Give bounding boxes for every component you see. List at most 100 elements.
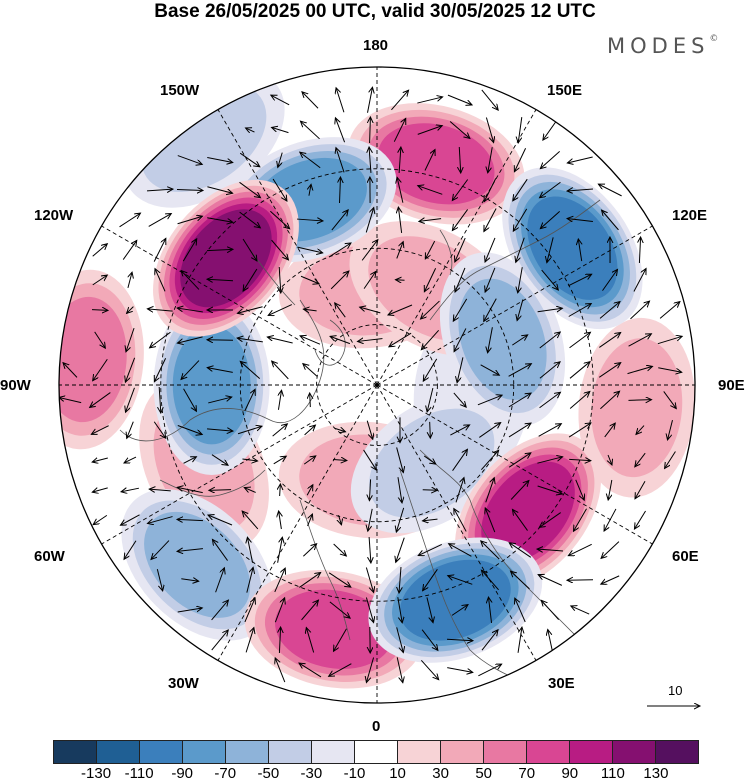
colorbar-cell: [656, 740, 699, 764]
colorbar-cell: [312, 740, 355, 764]
wind-arrow: [480, 450, 498, 471]
colorbar-tick-label: -50: [257, 765, 280, 782]
wind-arrow: [177, 155, 202, 165]
wind-arrow: [181, 271, 200, 290]
wind-arrow: [453, 298, 468, 321]
wind-arrow: [453, 392, 466, 407]
wind-arrow: [508, 453, 531, 468]
wind-arrow: [300, 275, 319, 283]
modes-logo: MODES©: [607, 34, 718, 58]
wind-arrow: [151, 540, 170, 560]
wind-arrow: [485, 478, 494, 503]
colorbar-cell: [269, 740, 312, 764]
graticule: [59, 67, 695, 703]
colorbar-tick-label: 130: [643, 765, 669, 782]
wind-arrow: [481, 541, 500, 560]
wind-arrow: [518, 267, 523, 293]
wind-arrow: [330, 271, 349, 290]
chart-title: Base 26/05/2025 00 UTC, valid 30/05/2025…: [154, 1, 596, 22]
wind-arrow: [207, 429, 233, 431]
wind-arrow: [568, 274, 591, 287]
wind-arrow: [455, 267, 466, 292]
wind-arrow: [508, 423, 531, 438]
wind-arrow: [604, 508, 617, 531]
wind-arrow: [366, 420, 373, 440]
lon-label-60w: 60W: [34, 548, 65, 565]
colorbar-tick-label: -130: [81, 765, 112, 782]
wind-arrow: [242, 459, 257, 461]
wind-arrow: [268, 304, 293, 316]
lon-label-150w: 150W: [160, 82, 200, 99]
wind-arrow: [244, 488, 256, 493]
wind-arrow: [424, 149, 435, 171]
wind-arrow: [488, 147, 493, 173]
wind-arrow: [398, 207, 401, 233]
wind-arrow: [514, 148, 527, 171]
wind-arrow: [237, 338, 263, 343]
wind-arrow: [454, 328, 467, 351]
wind-arrow: [274, 598, 284, 623]
wind-arrow: [539, 512, 561, 528]
wind-arrow: [177, 487, 203, 494]
wind-arrow: [451, 605, 468, 616]
colorbar-cell: [527, 740, 570, 764]
wind-arrow: [426, 597, 433, 622]
wind-arrow: [543, 119, 558, 140]
wind-arrow: [627, 366, 653, 375]
wind-arrow: [247, 537, 254, 563]
wind-arrow: [628, 334, 652, 347]
wind-arrow: [270, 210, 289, 228]
wind-arrow: [396, 537, 405, 563]
wind-arrow: [508, 364, 532, 377]
wind-arrow: [578, 239, 581, 262]
wind-arrow: [485, 267, 496, 292]
wind-arrow: [396, 657, 403, 682]
wind-arrow: [300, 336, 321, 345]
wind-arrow: [331, 210, 348, 231]
meridian-line: [376, 109, 537, 386]
wind-arrow: [177, 216, 203, 225]
colorbar-tick-label: -110: [124, 765, 154, 782]
wind-arrow: [547, 237, 554, 262]
wind-arrow: [237, 306, 263, 314]
wind-arrow: [309, 184, 311, 196]
wind-arrow: [59, 397, 82, 404]
wind-arrow: [279, 627, 280, 654]
wind-arrow: [240, 361, 261, 379]
wind-arrow: [513, 208, 528, 231]
wind-arrow: [272, 178, 287, 201]
wind-arrow: [245, 628, 254, 653]
wind-arrow: [365, 597, 373, 623]
colorbar-tick-label: -70: [214, 765, 237, 782]
colorbar-cell: [441, 740, 484, 764]
colorbar-cell: [226, 740, 269, 764]
wind-arrow: [126, 327, 135, 352]
colorbar-tick-label: 30: [432, 765, 449, 782]
colorbar-tick-label: 90: [561, 765, 579, 782]
wind-arrow: [339, 514, 342, 525]
lon-label-30w: 30W: [168, 675, 199, 692]
wind-arrow: [333, 543, 347, 556]
wind-arrow: [515, 598, 526, 623]
colorbar-cell: [570, 740, 613, 764]
wind-arrow: [389, 332, 412, 347]
wind-arrow: [511, 571, 530, 590]
wind-arrow: [242, 238, 257, 261]
wind-arrow: [127, 272, 132, 288]
wind-arrow: [182, 239, 196, 262]
colorbar-cell: [613, 740, 656, 764]
wind-arrow: [509, 543, 532, 558]
wind-arrow: [274, 568, 285, 593]
wind-arrow: [369, 147, 371, 174]
wind-arrow: [146, 189, 173, 191]
wind-arrow: [423, 358, 438, 381]
wind-arrow: [273, 456, 287, 465]
wind-arrow: [156, 568, 162, 591]
wind-arrow: [573, 508, 587, 531]
wind-arrow: [395, 280, 405, 281]
wind-arrow: [148, 214, 172, 227]
wind-arrow: [63, 363, 78, 378]
wind-arrow: [567, 156, 593, 163]
wind-arrow: [567, 218, 593, 221]
lon-label-180: 180: [363, 37, 389, 54]
